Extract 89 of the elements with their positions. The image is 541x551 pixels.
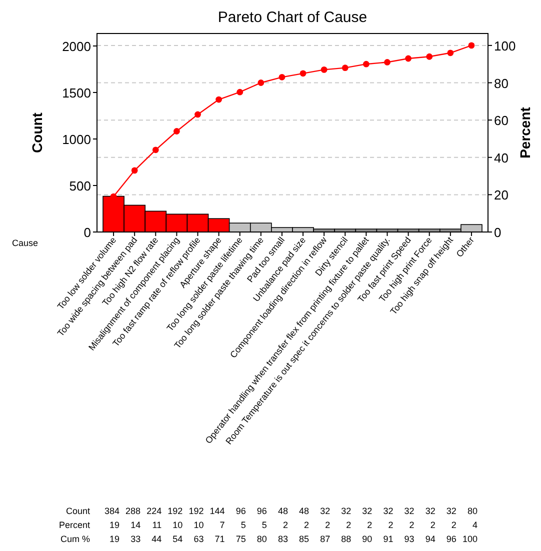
text: 19 bbox=[110, 520, 120, 530]
point bbox=[320, 66, 328, 73]
data-label: 85 bbox=[299, 534, 310, 544]
y-axis-title: Count bbox=[29, 112, 45, 153]
y-tick-label: 0 bbox=[84, 225, 91, 240]
data-label: 100 bbox=[462, 534, 478, 544]
data-label: 44 bbox=[152, 534, 162, 544]
text: Count bbox=[66, 506, 90, 516]
y2-tick-label: 100 bbox=[494, 38, 516, 54]
point bbox=[426, 53, 433, 60]
text: 5 bbox=[262, 520, 267, 530]
text: 2 bbox=[282, 520, 288, 530]
text: 2 bbox=[346, 520, 352, 530]
chart-title: Pareto Chart of Cause bbox=[218, 9, 368, 26]
data-label: 33 bbox=[130, 534, 141, 544]
data-label: 32 bbox=[362, 506, 372, 516]
text: Percent bbox=[58, 520, 90, 530]
text: 5 bbox=[240, 520, 246, 530]
y2-tick-label: 60 bbox=[494, 113, 508, 128]
data-label: 63 bbox=[194, 534, 204, 544]
y-tick-label: 2000 bbox=[62, 38, 91, 54]
point bbox=[194, 111, 201, 118]
y-tick-label: 1000 bbox=[62, 132, 91, 147]
data-label: 288 bbox=[126, 506, 141, 516]
data-label: 32 bbox=[425, 506, 436, 516]
data-label: 32 bbox=[446, 506, 456, 516]
point bbox=[216, 96, 222, 103]
text: 2 bbox=[388, 520, 394, 530]
point bbox=[405, 55, 412, 62]
data-label: 32 bbox=[320, 506, 330, 516]
data-label: 94 bbox=[425, 534, 436, 544]
text: 2 bbox=[430, 520, 436, 530]
point bbox=[236, 88, 244, 96]
point bbox=[384, 59, 390, 66]
data-label: 75 bbox=[236, 534, 246, 544]
text: 2 bbox=[409, 520, 414, 530]
text: 2 bbox=[451, 520, 456, 530]
y-tick-label: 500 bbox=[69, 178, 91, 194]
point bbox=[278, 74, 286, 80]
point bbox=[362, 60, 370, 68]
y2-axis-title: Percent bbox=[517, 106, 533, 158]
data-label: 48 bbox=[278, 506, 288, 516]
data-label: 192 bbox=[188, 506, 204, 516]
point bbox=[258, 80, 264, 86]
data-label: 80 bbox=[467, 506, 478, 516]
text: 4 bbox=[472, 520, 478, 530]
y2-tick-label: 40 bbox=[494, 150, 508, 166]
point bbox=[342, 64, 348, 72]
data-label: 384 bbox=[104, 506, 120, 516]
text: 7 bbox=[220, 520, 225, 530]
text: Cum % bbox=[60, 534, 90, 544]
data-label: 91 bbox=[383, 534, 394, 544]
text: 11 bbox=[152, 520, 162, 530]
point bbox=[131, 167, 138, 174]
data-label: 96 bbox=[446, 534, 456, 544]
data-label: 80 bbox=[256, 534, 267, 544]
data-label: 83 bbox=[278, 534, 288, 544]
data-label: 32 bbox=[404, 506, 414, 516]
text: 2 bbox=[367, 520, 372, 530]
data-label: 87 bbox=[320, 534, 330, 544]
data-label: 192 bbox=[168, 506, 183, 516]
point bbox=[300, 70, 306, 77]
data-label: 32 bbox=[341, 506, 352, 516]
data-label: 48 bbox=[299, 506, 310, 516]
data-label: 96 bbox=[236, 506, 246, 516]
data-label: 19 bbox=[110, 534, 120, 544]
x-axis-title: Cause bbox=[12, 238, 38, 248]
y2-tick-label: 80 bbox=[494, 76, 508, 91]
data-label: 90 bbox=[362, 534, 372, 544]
data-label: 54 bbox=[172, 534, 183, 544]
data-label: 88 bbox=[341, 534, 352, 544]
data-label: 224 bbox=[146, 506, 162, 516]
y-tick-label: 1500 bbox=[62, 85, 91, 100]
data-label: 144 bbox=[210, 506, 225, 516]
point bbox=[468, 42, 475, 49]
point bbox=[152, 146, 159, 154]
point bbox=[173, 128, 180, 134]
text: 2 bbox=[304, 520, 310, 530]
y2-tick-label: 20 bbox=[494, 188, 508, 203]
data-label: 71 bbox=[214, 534, 225, 544]
y2-tick-label: 0 bbox=[494, 225, 502, 240]
data-label: 96 bbox=[256, 506, 267, 516]
data-label: 32 bbox=[383, 506, 394, 516]
text: 10 bbox=[172, 520, 183, 530]
text: 2 bbox=[325, 520, 330, 530]
point bbox=[447, 50, 454, 56]
text: 14 bbox=[130, 520, 141, 530]
text: 10 bbox=[194, 520, 204, 530]
data-label: 93 bbox=[404, 534, 414, 544]
